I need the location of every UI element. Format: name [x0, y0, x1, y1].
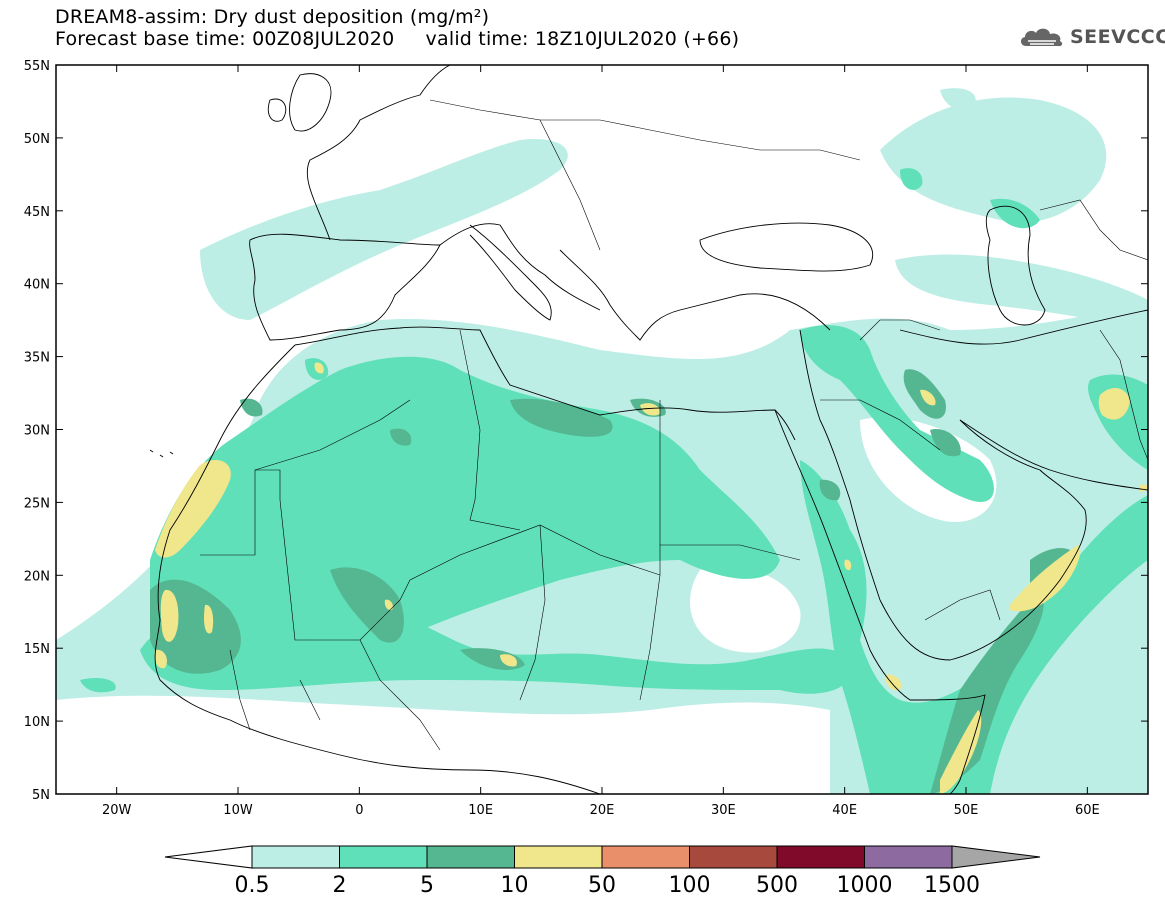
- map-title: DREAM8-assim: Dry dust deposition (mg/m²…: [55, 6, 490, 28]
- seevccc-logo: SEEVCCC: [1018, 24, 1165, 50]
- colorbar-label: 100: [669, 873, 711, 898]
- lon-tick-label: 10E: [468, 803, 493, 818]
- colorbar-label: 500: [756, 873, 798, 898]
- lat-tick-label: 5N: [32, 788, 50, 803]
- lat-tick-label: 55N: [24, 59, 50, 74]
- colorbar-label: 50: [588, 873, 616, 898]
- colorbar-swatch: [776, 845, 865, 869]
- cloud-icon: [1020, 28, 1063, 47]
- lon-tick-label: 0: [355, 803, 363, 818]
- colorbar-swatch: [426, 845, 515, 869]
- colorbar-over-triangle: [951, 845, 1041, 869]
- colorbar-swatch: [251, 845, 340, 869]
- colorbar-label: 1000: [837, 873, 893, 898]
- lat-axis: 55N 50N 45N 40N 35N 30N 25N 20N 15N 10N 5N: [24, 59, 1148, 803]
- colorbar-swatch: [689, 845, 778, 869]
- colorbar-under-triangle: [164, 845, 253, 869]
- colorbar-label: 1500: [924, 873, 980, 898]
- lon-axis: 20W 10W 0 10E 20E 30E 40E 50E 60E: [102, 65, 1100, 818]
- colorbar-swatch: [514, 845, 603, 869]
- coastlines: [149, 65, 1148, 794]
- lat-tick-label: 40N: [24, 278, 50, 293]
- colorbar-swatch: [864, 845, 953, 869]
- lat-tick-label: 20N: [24, 569, 50, 584]
- lon-tick-label: 40E: [832, 803, 857, 818]
- colorbar-swatch: [339, 845, 428, 869]
- lon-tick-label: 10W: [223, 803, 253, 818]
- colorbar-label: 2: [333, 873, 347, 898]
- colorbar-label: 5: [420, 873, 434, 898]
- forecast-time: Forecast base time: 00Z08JUL2020 valid t…: [55, 28, 740, 50]
- lat-tick-label: 50N: [24, 132, 50, 147]
- lat-tick-label: 45N: [24, 205, 50, 220]
- lat-tick-label: 30N: [24, 424, 50, 439]
- lat-tick-label: 15N: [24, 642, 50, 657]
- lat-tick-label: 10N: [24, 715, 50, 730]
- colorbar-swatch: [601, 845, 690, 869]
- lat-tick-label: 25N: [24, 496, 50, 511]
- colorbar-legend: 0.5 2 5 10 50 100 500 1000 1500: [164, 845, 1041, 898]
- lon-tick-label: 20W: [102, 803, 132, 818]
- dust-fields: [56, 88, 1148, 794]
- lon-tick-label: 60E: [1075, 803, 1100, 818]
- country-borders: [200, 99, 1148, 751]
- colorbar-label: 0.5: [235, 873, 270, 898]
- logo-text: SEEVCCC: [1070, 26, 1165, 48]
- lon-tick-label: 50E: [954, 803, 979, 818]
- lon-tick-label: 30E: [711, 803, 736, 818]
- lon-tick-label: 20E: [590, 803, 615, 818]
- lat-tick-label: 35N: [24, 351, 50, 366]
- colorbar-label: 10: [501, 873, 529, 898]
